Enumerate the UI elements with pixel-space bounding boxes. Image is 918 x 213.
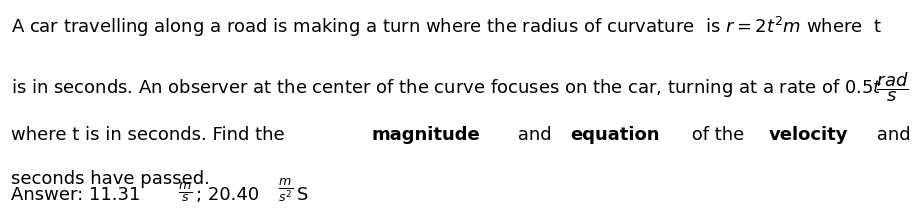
Text: equation: equation	[570, 126, 660, 144]
Text: $\frac{m}{s^2}$: $\frac{m}{s^2}$	[278, 177, 293, 204]
Text: where t is in seconds. Find the: where t is in seconds. Find the	[11, 126, 290, 144]
Text: is in seconds. An observer at the center of the curve focuses on the car, turnin: is in seconds. An observer at the center…	[11, 70, 909, 104]
Text: S: S	[297, 186, 308, 204]
Text: seconds have passed.: seconds have passed.	[11, 170, 210, 189]
Text: and: and	[871, 126, 916, 144]
Text: ; 20.40: ; 20.40	[196, 186, 260, 204]
Text: velocity: velocity	[768, 126, 848, 144]
Text: Answer: 11.31: Answer: 11.31	[11, 186, 140, 204]
Text: magnitude: magnitude	[372, 126, 480, 144]
Text: and: and	[512, 126, 557, 144]
Text: $\frac{m}{s}$: $\frac{m}{s}$	[178, 181, 192, 204]
Text: A car travelling along a road is making a turn where the radius of curvature  is: A car travelling along a road is making …	[11, 15, 882, 39]
Text: of the: of the	[686, 126, 750, 144]
